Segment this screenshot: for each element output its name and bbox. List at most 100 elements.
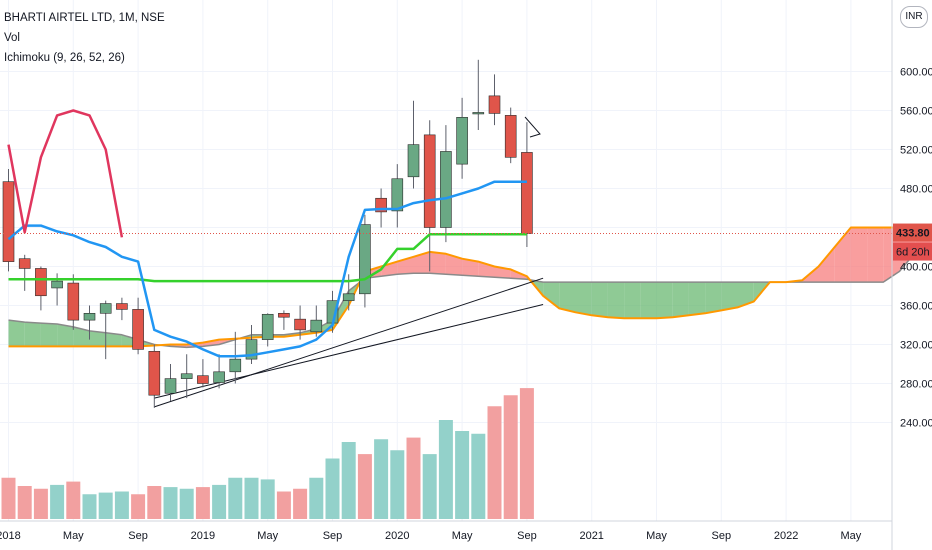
- candle-body: [359, 224, 371, 295]
- cloud-segment: [818, 247, 835, 283]
- candle-body: [18, 258, 31, 269]
- candle: [164, 364, 177, 402]
- candle-body: [456, 117, 468, 165]
- time-tick-label: Sep: [712, 530, 732, 542]
- candle: [197, 359, 209, 388]
- candle-body: [35, 268, 47, 297]
- candle-body: [148, 351, 161, 396]
- time-tick-label: 2022: [774, 530, 798, 542]
- currency-button[interactable]: INR: [900, 6, 928, 28]
- volume-bar: [147, 486, 162, 519]
- cloud-segment: [672, 282, 689, 318]
- cloud-segment: [543, 282, 560, 309]
- volume-bar: [341, 442, 356, 519]
- candle: [67, 274, 80, 330]
- price-tick-label: 560.00: [900, 106, 932, 118]
- volume-bar: [438, 420, 453, 519]
- volume-bar: [455, 431, 470, 519]
- candle-body: [2, 181, 15, 262]
- candle-body: [423, 134, 436, 228]
- candle-body: [99, 303, 112, 314]
- price-tag: 433.80: [896, 228, 930, 240]
- cloud-segment: [721, 282, 738, 311]
- candle: [229, 331, 242, 384]
- candle: [18, 254, 31, 291]
- price-tick-label: 600.00: [900, 67, 932, 79]
- time-tick-label: Sep: [128, 530, 148, 542]
- volume-bar: [179, 488, 194, 519]
- cloud-segment: [867, 227, 884, 283]
- candle: [99, 300, 112, 360]
- time-tick-label: May: [841, 530, 862, 542]
- candle-body: [213, 371, 225, 383]
- cloud-segment: [73, 326, 90, 347]
- candle: [294, 305, 306, 340]
- candle-body: [407, 144, 420, 178]
- volume-bar: [471, 433, 486, 519]
- candle: [245, 325, 258, 364]
- candle: [504, 107, 517, 164]
- candle: [521, 122, 533, 247]
- cloud-segment: [624, 282, 641, 319]
- candle: [261, 313, 274, 347]
- cloud-segment: [591, 282, 608, 318]
- volume-bar: [98, 492, 113, 519]
- candle: [35, 266, 47, 311]
- candle: [116, 297, 128, 321]
- candle-body: [472, 112, 485, 115]
- cloud-segment: [57, 324, 74, 347]
- arrow-drawing: [524, 116, 541, 138]
- legend-ichimoku[interactable]: Ichimoku (9, 26, 52, 26): [4, 52, 125, 64]
- volume-bar: [422, 454, 437, 519]
- cloud-segment: [850, 227, 868, 283]
- trend-line: [154, 304, 544, 399]
- volume-bar: [33, 488, 48, 519]
- cloud-segment: [24, 322, 41, 347]
- volume-bar: [244, 477, 259, 519]
- cloud-segment: [8, 320, 25, 347]
- volume-bar: [406, 437, 421, 519]
- candle-body: [391, 178, 404, 212]
- volume-bar: [293, 488, 308, 519]
- time-tick-label: 2018: [0, 530, 21, 542]
- price-tick-label: 480.00: [900, 184, 932, 196]
- volume-bars: [1, 388, 534, 519]
- candle-body: [294, 318, 306, 331]
- countdown-tag-bg: [893, 242, 932, 261]
- candle: [472, 59, 485, 130]
- legend-symbol[interactable]: BHARTI AIRTEL LTD, 1M, NSE: [4, 12, 165, 24]
- volume-bar: [82, 494, 97, 519]
- candle: [148, 344, 161, 408]
- countdown-tag: 6d 20h: [896, 247, 930, 259]
- candle-body: [504, 115, 517, 158]
- cloud-segment: [575, 282, 592, 316]
- candle-body: [521, 152, 533, 234]
- cloud-segment: [737, 282, 754, 308]
- chart-legend: BHARTI AIRTEL LTD, 1M, NSE Vol Ichimoku …: [4, 8, 165, 68]
- candle: [278, 310, 290, 330]
- time-tick-label: May: [452, 530, 473, 542]
- cloud-segment: [105, 332, 122, 347]
- candles: [2, 59, 533, 408]
- candle: [132, 297, 144, 355]
- candle-body: [116, 303, 128, 310]
- price-tick-label: 320.00: [900, 340, 932, 352]
- cloud-segment: [834, 227, 851, 283]
- volume-bar: [357, 454, 372, 519]
- candle: [83, 305, 96, 340]
- time-tick-label: 2019: [191, 530, 215, 542]
- cloud-segment: [607, 282, 625, 319]
- time-tick-label: 2020: [385, 530, 409, 542]
- volume-bar: [390, 450, 405, 519]
- cloud-segment: [89, 330, 106, 347]
- candle-body: [440, 151, 452, 228]
- volume-bar: [163, 487, 178, 519]
- legend-volume[interactable]: Vol: [4, 32, 20, 44]
- time-tick-label: 2021: [579, 530, 603, 542]
- ichimoku-cloud: [8, 227, 932, 348]
- volume-bar: [228, 477, 243, 519]
- volume-bar: [519, 388, 534, 519]
- leading-span-a-edge: [8, 251, 932, 349]
